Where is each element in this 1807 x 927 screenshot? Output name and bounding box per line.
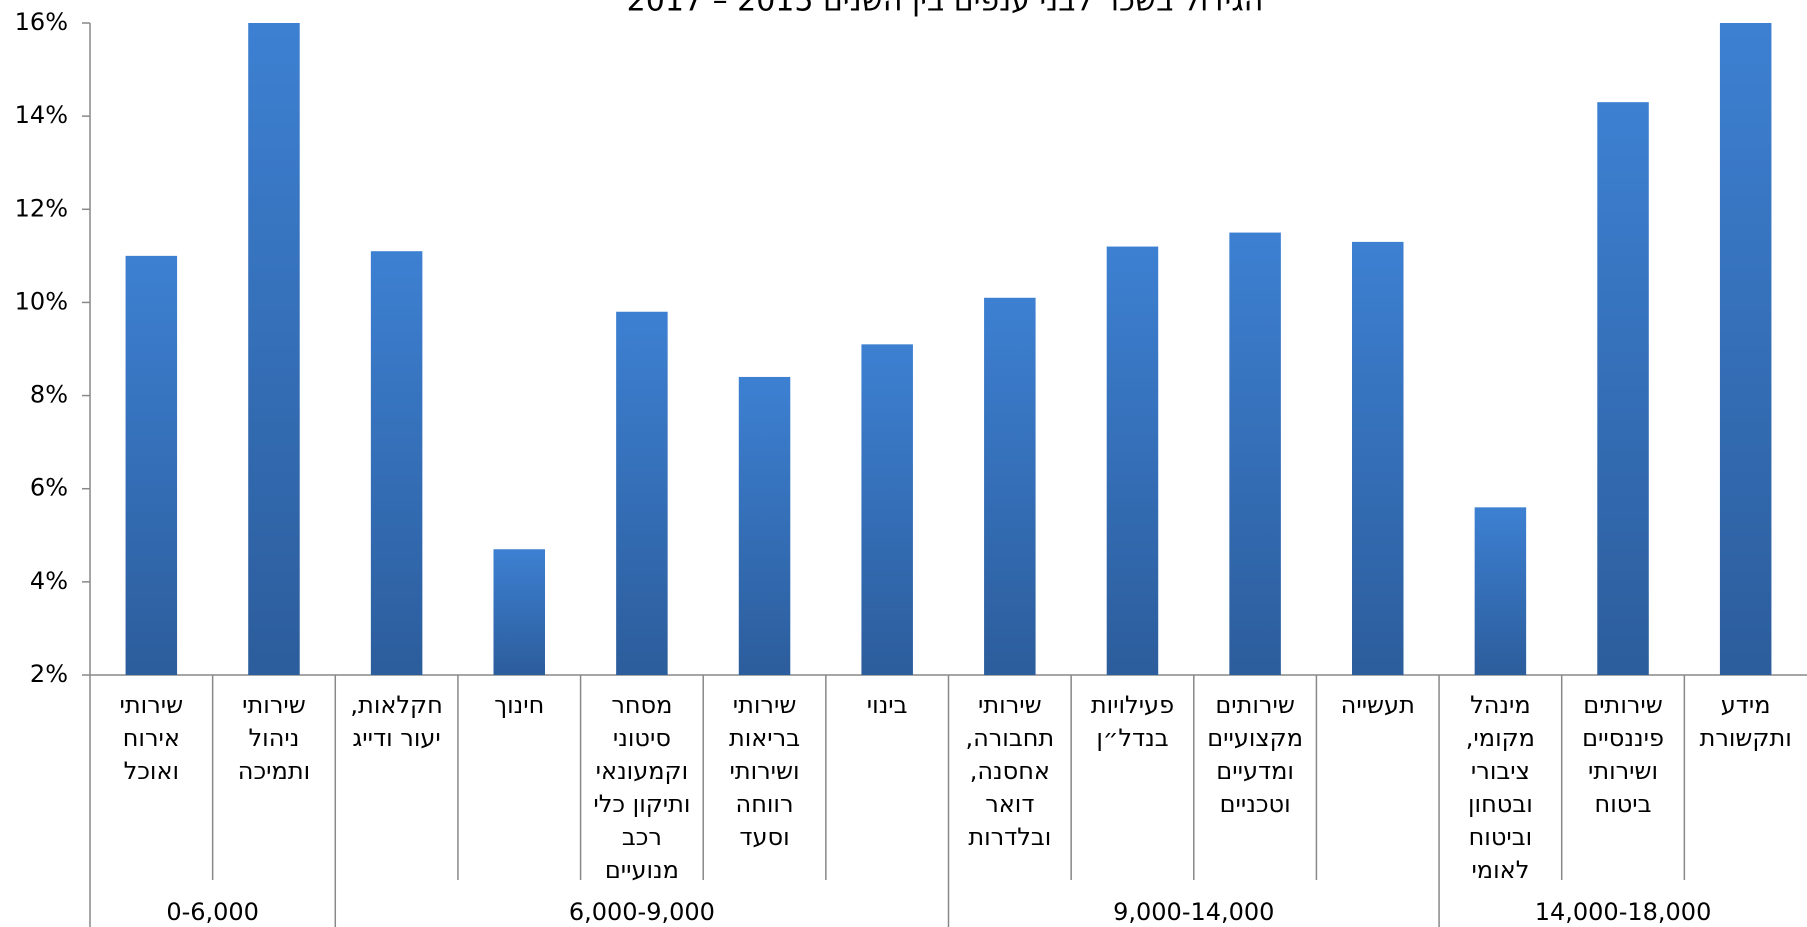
x-tick-label: ושירותי bbox=[1588, 757, 1658, 785]
x-tick-label: תחבורה, bbox=[965, 724, 1054, 752]
x-tick-label: שירותים bbox=[1583, 691, 1663, 719]
chart-title: הגידול בשכר לבני ענפים בין השנים 2015 – … bbox=[627, 0, 1264, 19]
x-tick-label: וטכניים bbox=[1220, 790, 1291, 818]
x-tick-label: ואוכל bbox=[124, 757, 179, 785]
bar bbox=[1597, 102, 1649, 675]
x-tick-label: ותקשורת bbox=[1700, 724, 1792, 752]
x-tick-label: וסעד bbox=[739, 823, 789, 851]
bar bbox=[1351, 241, 1404, 675]
x-tick-label: פעילויות bbox=[1091, 691, 1174, 719]
x-tick-label: יעור ודייג bbox=[352, 724, 440, 752]
x-tick-label: ביטוח bbox=[1595, 790, 1652, 818]
bar bbox=[616, 311, 668, 675]
x-tick-label: מסחר bbox=[611, 691, 672, 719]
x-tick-label: תעשייה bbox=[1341, 691, 1415, 719]
x-tick-label: וקמעונאי bbox=[596, 757, 688, 785]
x-tick-label: שירותי bbox=[978, 691, 1042, 719]
x-tick-label: חקלאות, bbox=[350, 691, 442, 719]
bar bbox=[1106, 246, 1159, 676]
bar bbox=[1719, 23, 1772, 675]
x-tick-label: ציבורי bbox=[1471, 757, 1530, 785]
group-label: 6,000-9,000 bbox=[569, 898, 715, 926]
bars bbox=[125, 23, 1772, 676]
x-tick-label: סיטוני bbox=[613, 724, 671, 752]
y-tick-label: 16% bbox=[15, 8, 68, 36]
x-tick-label: וביטוח bbox=[1469, 823, 1533, 851]
x-tick-label: מינהל bbox=[1470, 691, 1531, 719]
y-tick-label: 8% bbox=[30, 381, 68, 409]
group-label: 9,000-14,000 bbox=[1113, 898, 1274, 926]
x-tick-label: אירוח bbox=[123, 724, 180, 752]
bar bbox=[1474, 507, 1527, 675]
y-tick-label: 6% bbox=[30, 474, 68, 502]
x-tick-label: רכב bbox=[622, 823, 662, 851]
x-tick-label: ותמיכה bbox=[238, 757, 310, 785]
x-tick-label: ניהול bbox=[249, 724, 300, 752]
x-tick-label: דואר bbox=[985, 790, 1034, 818]
x-tick-label: בנדל״ן bbox=[1096, 724, 1168, 752]
y-tick-label: 4% bbox=[30, 567, 68, 595]
bar bbox=[1229, 232, 1281, 676]
x-tick-label: מקצועיים bbox=[1207, 724, 1303, 752]
x-tick-label: שירותים bbox=[1215, 691, 1295, 719]
x-tick-label: ותיקון כלי bbox=[593, 790, 690, 818]
x-tick-label: ומדעיים bbox=[1216, 757, 1294, 785]
x-tick-label: חינוך bbox=[494, 691, 544, 719]
x-tick-label: לאומי bbox=[1471, 856, 1529, 884]
y-tick-label: 12% bbox=[15, 194, 68, 222]
bar bbox=[861, 344, 913, 675]
x-tick-label: בריאות bbox=[729, 724, 800, 752]
bar bbox=[984, 297, 1036, 675]
y-tick-label: 10% bbox=[15, 287, 68, 315]
bar bbox=[125, 255, 178, 675]
bar bbox=[248, 23, 300, 675]
group-label: 0-6,000 bbox=[166, 898, 259, 926]
x-tick-label: מנועיים bbox=[605, 856, 679, 884]
bar bbox=[370, 251, 423, 675]
x-tick-label: אחסנה, bbox=[970, 757, 1050, 785]
group-label: 14,000-18,000 bbox=[1535, 898, 1712, 926]
x-tick-label: מידע bbox=[1721, 691, 1771, 719]
x-tick-label: שירותי bbox=[733, 691, 797, 719]
x-tick-label: ובלדרות bbox=[968, 823, 1051, 851]
y-tick-label: 2% bbox=[30, 660, 68, 688]
bar bbox=[738, 376, 791, 675]
bar bbox=[493, 549, 546, 675]
x-tick-label: ובטחון bbox=[1468, 790, 1533, 818]
y-tick-label: 14% bbox=[15, 101, 68, 129]
x-tick-label: פיננסיים bbox=[1582, 724, 1664, 752]
x-tick-label: רווחה bbox=[736, 790, 794, 818]
x-tick-label: שירותי bbox=[242, 691, 306, 719]
x-tick-label: שירותי bbox=[120, 691, 184, 719]
x-tick-label: ושירותי bbox=[729, 757, 799, 785]
x-tick-label: מקומי, bbox=[1466, 724, 1535, 752]
x-tick-label: בינוי bbox=[867, 691, 908, 719]
